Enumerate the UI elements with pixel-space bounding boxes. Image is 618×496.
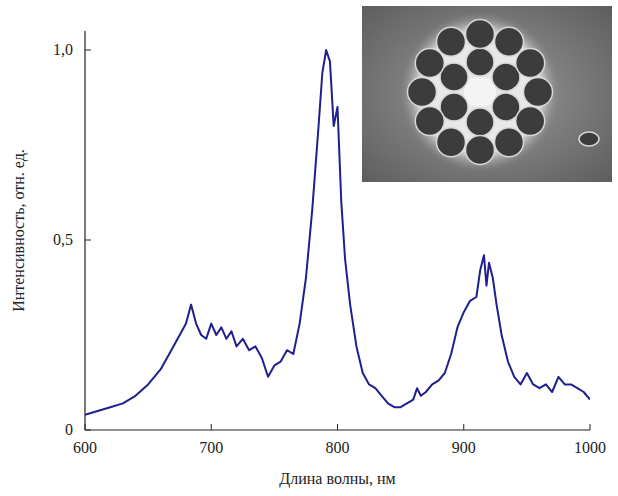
inset-image <box>362 6 612 182</box>
x-tick <box>463 424 464 430</box>
inset-hole <box>524 78 553 107</box>
x-tick-label: 1000 <box>574 439 606 456</box>
x-tick-label: 900 <box>452 439 476 456</box>
x-tick <box>337 424 338 430</box>
inset-core <box>464 76 496 108</box>
y-tick <box>85 240 91 241</box>
x-tick <box>590 424 591 430</box>
inset-hole <box>466 48 494 76</box>
y-axis <box>84 31 85 430</box>
inset-halo <box>400 12 560 172</box>
y-tick-label: 0,5 <box>53 231 73 248</box>
y-tick <box>85 50 91 51</box>
inset-bg <box>362 6 612 182</box>
spectrum-line <box>85 50 590 415</box>
inset-hole <box>466 108 494 136</box>
plot-area <box>85 50 590 415</box>
y-tick-label: 1,0 <box>53 41 73 58</box>
chart: 600 700 800 900 1000 0 0,5 1,0 Длина волны, нм Ин… <box>0 0 618 496</box>
x-tick-label: 700 <box>199 439 223 456</box>
inset-particle <box>579 132 599 146</box>
y-tick <box>85 430 91 431</box>
inset-hole <box>415 49 444 78</box>
x-tick <box>211 424 212 430</box>
inset-hole <box>495 27 524 56</box>
x-tick <box>85 424 86 430</box>
inset-hole <box>466 136 495 165</box>
inset-hole <box>408 78 437 107</box>
inset-hole <box>516 49 545 78</box>
x-axis-title: Длина волны, нм <box>279 470 395 488</box>
inset-hole <box>495 128 524 157</box>
inset-hole <box>437 27 466 56</box>
inset-hole <box>415 107 444 136</box>
y-axis-title: Интенсивность, отн. ед. <box>10 149 28 312</box>
y-tick-label: 0 <box>65 421 73 438</box>
x-tick-label: 600 <box>73 439 97 456</box>
inset-hole <box>516 107 545 136</box>
x-tick-label: 800 <box>326 439 350 456</box>
inset-hole <box>437 128 466 157</box>
inset-hole <box>466 20 495 49</box>
